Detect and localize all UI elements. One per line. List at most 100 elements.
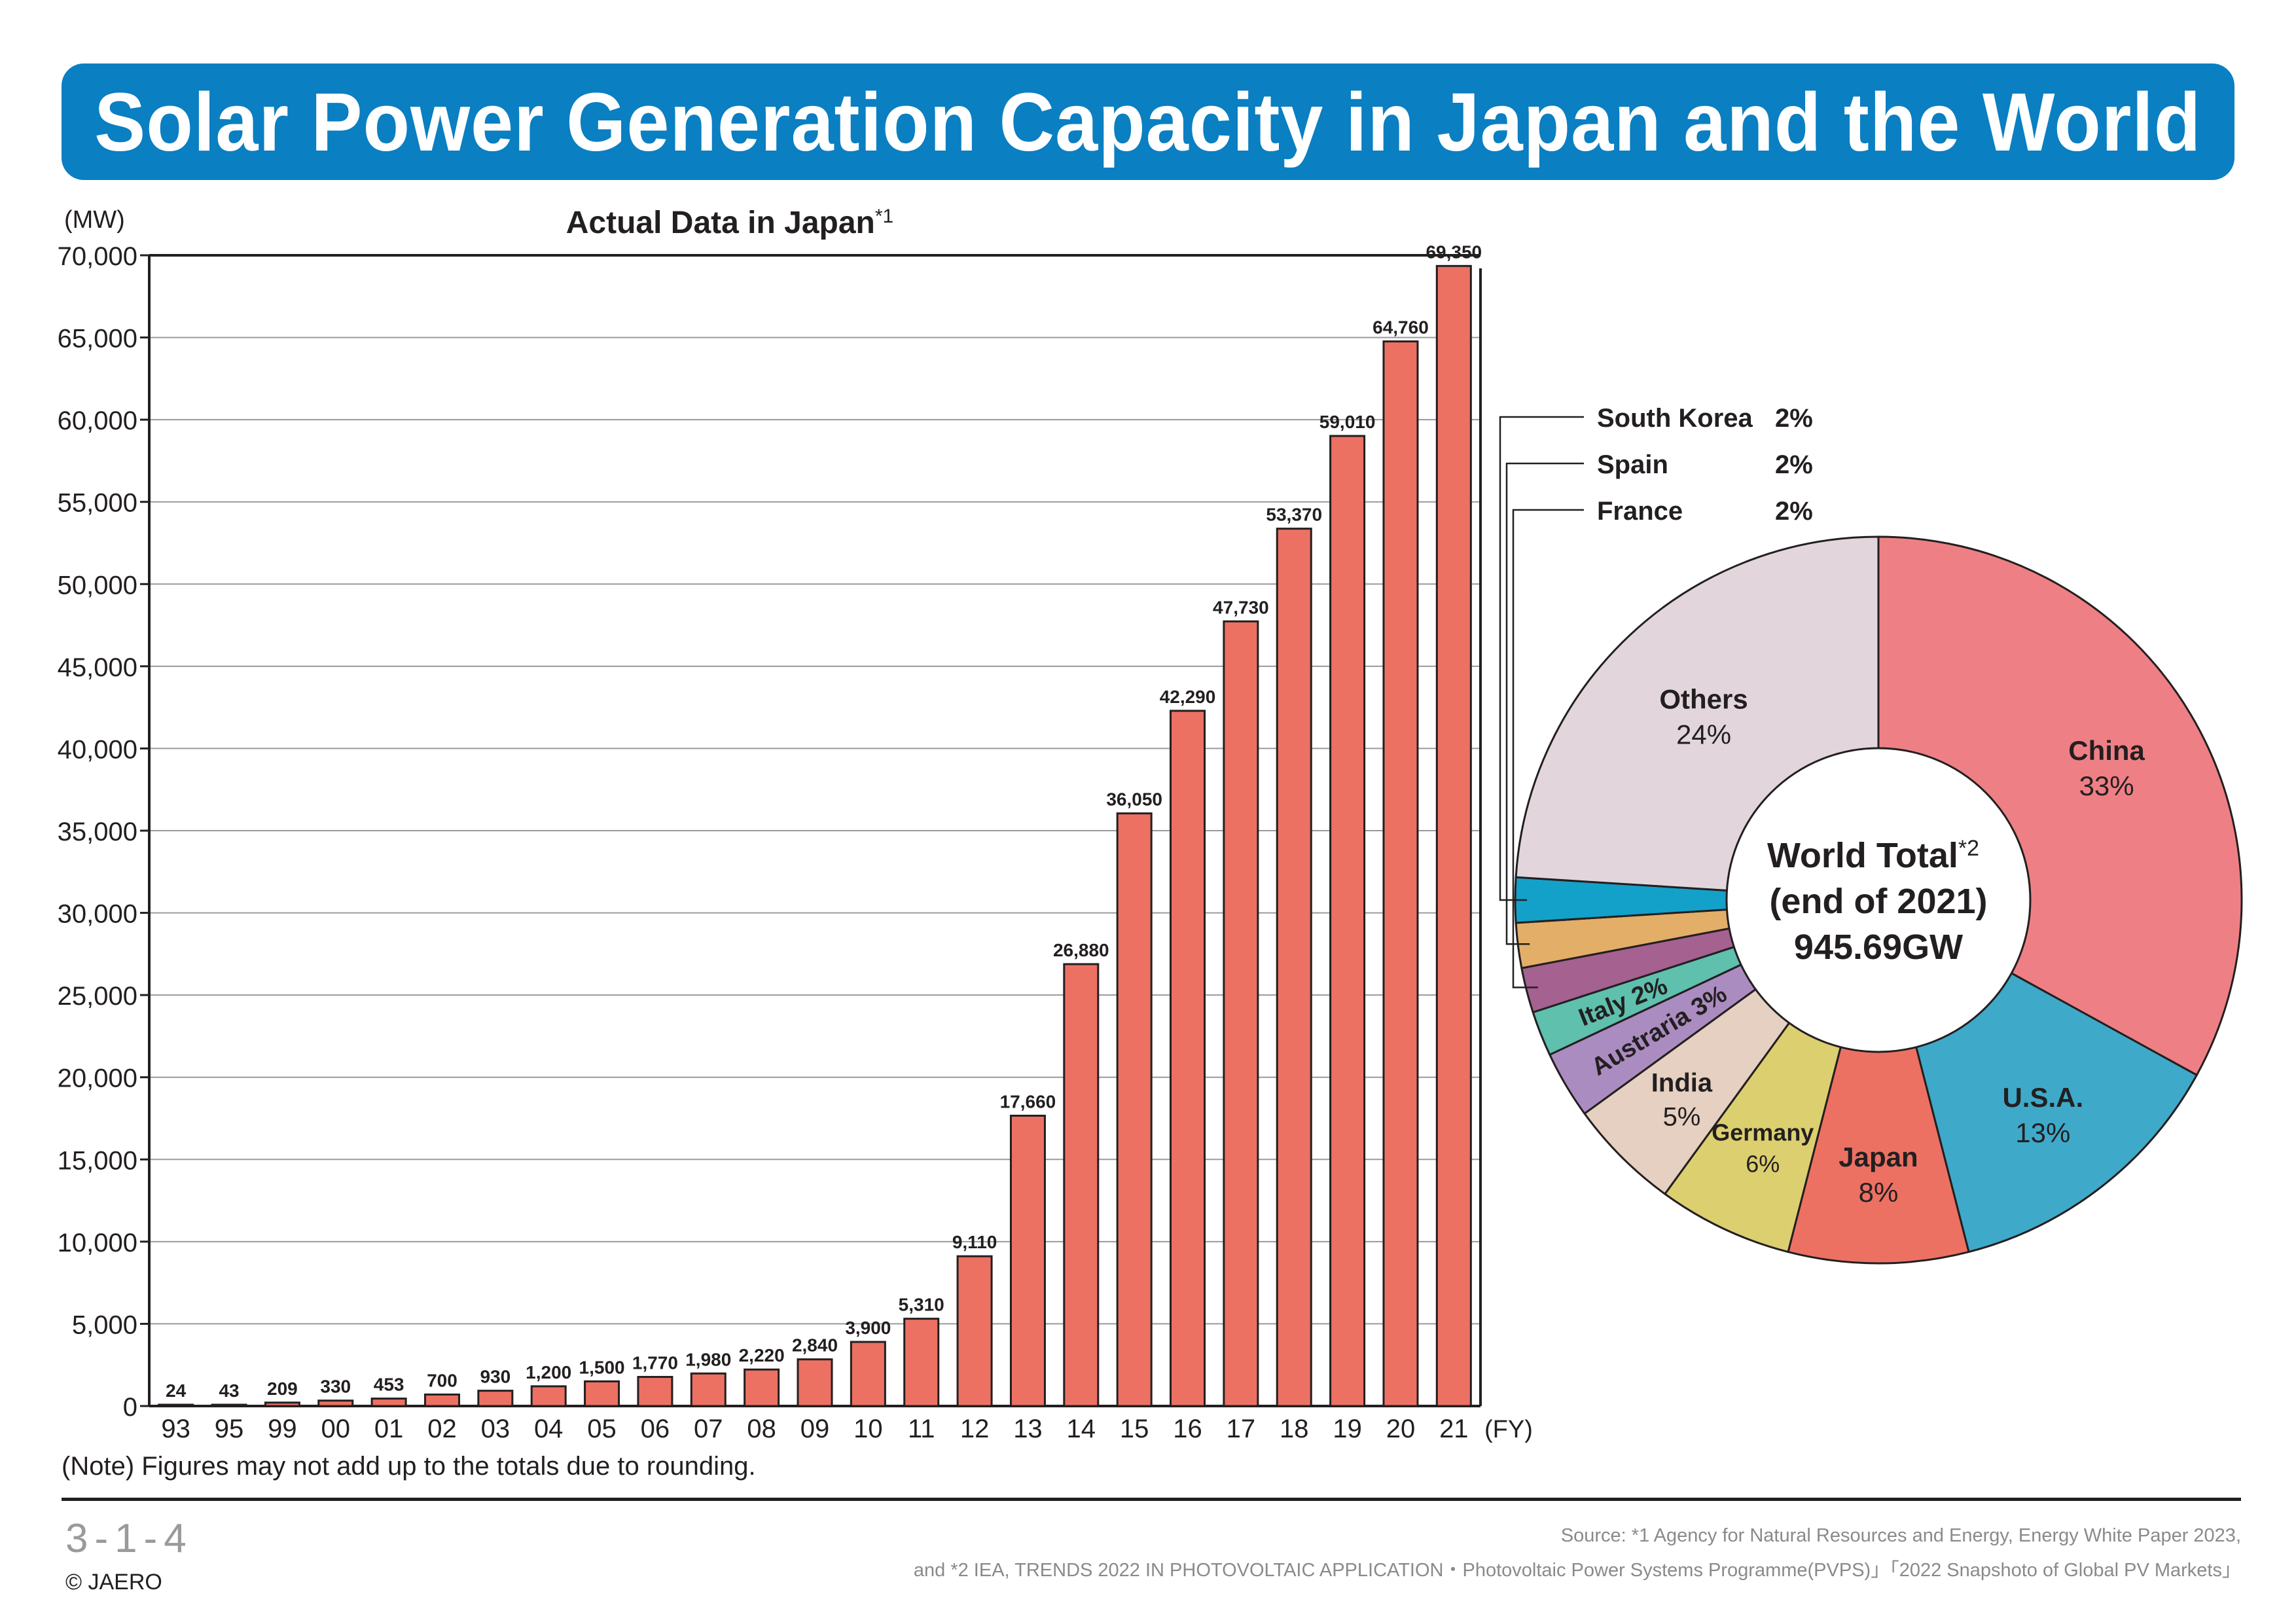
bar: [1011, 1115, 1045, 1406]
bar-value-label: 59,010: [1319, 412, 1376, 432]
callout-label: France: [1597, 497, 1683, 526]
bar: [1437, 266, 1471, 1406]
bar-value-label: 17,660: [1000, 1091, 1056, 1111]
bar: [691, 1373, 725, 1406]
bar-value-label: 69,350: [1426, 242, 1482, 262]
bar-value-label: 1,500: [579, 1357, 625, 1377]
footer-divider: [62, 1498, 2241, 1501]
callout-pct: 2%: [1775, 404, 1813, 433]
bar: [958, 1256, 992, 1406]
bar-value-label: 64,760: [1372, 317, 1429, 338]
bar-chart-title: Actual Data in Japan*1: [566, 206, 893, 240]
slice-pct-india: 5%: [1663, 1103, 1701, 1132]
center-label-date: (end of 2021): [1769, 882, 1987, 921]
callout-label: South Korea: [1597, 404, 1753, 433]
bar-value-label: 209: [267, 1379, 298, 1399]
callout-pct: 2%: [1775, 497, 1813, 526]
y-tick-label: 10,000: [58, 1229, 137, 1257]
x-tick-label: 11: [908, 1415, 935, 1443]
slice-pct-usa: 13%: [2015, 1117, 2070, 1148]
y-tick-label: 50,000: [58, 571, 137, 600]
bar-value-label: 24: [166, 1380, 187, 1401]
x-tick-label: 21: [1439, 1415, 1469, 1443]
y-tick-label: 55,000: [58, 489, 137, 518]
slice-label-china: China: [2068, 735, 2145, 766]
x-tick-label: 12: [960, 1415, 990, 1443]
bar: [159, 1405, 193, 1406]
bar: [1331, 436, 1365, 1406]
x-tick-label: 19: [1333, 1415, 1362, 1443]
x-tick-label: 01: [374, 1415, 404, 1443]
bar: [319, 1401, 353, 1406]
bar: [1277, 529, 1311, 1406]
bar: [478, 1391, 512, 1406]
bar: [1224, 621, 1258, 1406]
callout-label: Spain: [1597, 450, 1668, 479]
center-label-title: World Total*2: [1767, 836, 1979, 875]
x-tick-label: 09: [800, 1415, 830, 1443]
slice-pct-germany: 6%: [1746, 1151, 1780, 1178]
bar: [212, 1405, 246, 1406]
x-tick-label: 17: [1227, 1415, 1256, 1443]
bar-value-label: 36,050: [1106, 789, 1162, 810]
x-tick-label: 04: [534, 1415, 564, 1443]
x-tick-label: 99: [268, 1415, 297, 1443]
slice-label-usa: U.S.A.: [2002, 1082, 2083, 1113]
y-tick-label: 60,000: [58, 406, 137, 435]
y-tick-label: 25,000: [58, 982, 137, 1011]
bar-value-label: 53,370: [1266, 505, 1322, 525]
y-axis-unit: (MW): [64, 206, 125, 234]
rounding-note: (Note) Figures may not add up to the tot…: [62, 1452, 756, 1481]
bar-value-label: 9,110: [952, 1232, 997, 1252]
bar-value-label: 453: [374, 1375, 404, 1395]
bar-value-label: 26,880: [1053, 940, 1109, 960]
y-tick-label: 5,000: [72, 1310, 137, 1339]
y-tick-label: 30,000: [58, 900, 137, 929]
bar-value-label: 2,220: [739, 1345, 785, 1365]
bar: [585, 1381, 619, 1406]
bar-value-label: 700: [427, 1370, 457, 1390]
charts-canvas: 05,00010,00015,00020,00025,00030,00035,0…: [0, 0, 2296, 1624]
bar-value-label: 2,840: [792, 1335, 838, 1356]
bar: [1384, 342, 1418, 1406]
x-tick-label: 00: [321, 1415, 351, 1443]
y-tick-label: 45,000: [58, 653, 137, 682]
y-tick-label: 65,000: [58, 325, 137, 353]
bar: [531, 1386, 565, 1406]
x-tick-label: 93: [161, 1415, 190, 1443]
copyright: © JAERO: [65, 1570, 162, 1595]
bar-value-label: 1,770: [632, 1353, 678, 1373]
x-tick-label: 95: [215, 1415, 244, 1443]
x-axis-unit: (FY): [1484, 1416, 1533, 1443]
center-label-total: 945.69GW: [1794, 928, 1963, 967]
x-tick-label: 08: [747, 1415, 776, 1443]
x-tick-label: 05: [587, 1415, 617, 1443]
x-tick-label: 20: [1386, 1415, 1416, 1443]
x-tick-label: 07: [694, 1415, 723, 1443]
slice-label-others: Others: [1659, 684, 1748, 715]
x-tick-label: 15: [1120, 1415, 1149, 1443]
bar-value-label: 3,900: [845, 1318, 891, 1338]
bar-value-label: 42,290: [1160, 687, 1216, 707]
y-tick-label: 15,000: [58, 1146, 137, 1175]
source-line-2: and *2 IEA, TRENDS 2022 IN PHOTOVOLTAIC …: [914, 1555, 2241, 1582]
world-donut-chart: World Total*2 (end of 2021) 945.69GW China 3…: [1500, 404, 2242, 1263]
x-tick-label: 13: [1013, 1415, 1043, 1443]
bar-value-label: 330: [320, 1377, 351, 1397]
bar: [905, 1319, 939, 1406]
center-footnote-mark: *2: [1958, 836, 1979, 861]
bar: [372, 1399, 406, 1406]
callout-pct: 2%: [1775, 450, 1813, 479]
x-tick-label: 14: [1067, 1415, 1096, 1443]
y-tick-label: 40,000: [58, 735, 137, 764]
bar: [1064, 964, 1098, 1406]
slice-pct-japan: 8%: [1859, 1177, 1899, 1208]
bar: [851, 1342, 885, 1406]
bar-value-label: 43: [219, 1380, 239, 1401]
bar-value-label: 47,730: [1213, 597, 1269, 617]
bar: [425, 1394, 459, 1406]
title-footnote-mark: *1: [875, 206, 893, 227]
slice-label-india: India: [1651, 1069, 1713, 1098]
source-line-1: Source: *1 Agency for Natural Resources …: [1561, 1525, 2241, 1547]
x-tick-label: 03: [481, 1415, 511, 1443]
